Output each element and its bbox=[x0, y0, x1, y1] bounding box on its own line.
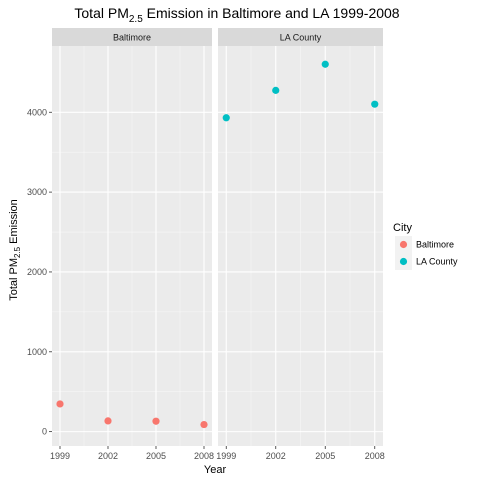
x-tick-label: 2005 bbox=[315, 451, 335, 461]
x-tick-label: 2002 bbox=[266, 451, 286, 461]
data-point bbox=[56, 400, 64, 408]
facet-strip-label: Baltimore bbox=[113, 33, 151, 43]
facet-strip-label: LA County bbox=[280, 33, 322, 43]
x-tick-label: 2002 bbox=[98, 451, 118, 461]
legend-marker bbox=[399, 240, 408, 249]
legend-label: Baltimore bbox=[416, 240, 454, 250]
y-tick-label: 2000 bbox=[27, 267, 47, 277]
y-tick-label: 3000 bbox=[27, 187, 47, 197]
y-axis-title-suffix: Emission bbox=[8, 199, 20, 247]
data-point bbox=[371, 100, 379, 108]
x-tick-label: 2008 bbox=[365, 451, 385, 461]
y-tick-label: 1000 bbox=[27, 347, 47, 357]
x-tick-label: 1999 bbox=[50, 451, 70, 461]
data-point bbox=[321, 60, 329, 68]
legend-label: LA County bbox=[416, 257, 458, 267]
chart-title-subscript: 2.5 bbox=[129, 14, 143, 25]
legend-title: City bbox=[393, 222, 412, 234]
data-point bbox=[272, 86, 280, 94]
y-tick-label: 4000 bbox=[27, 107, 47, 117]
legend-marker bbox=[399, 257, 408, 266]
x-tick-label: 2005 bbox=[146, 451, 166, 461]
legend: City Baltimore LA County bbox=[393, 222, 458, 270]
y-tick-label: 0 bbox=[42, 427, 47, 437]
chart-title-suffix: Emission in Baltimore and LA 1999-2008 bbox=[143, 5, 400, 21]
chart-title: Total PM2.5 Emission in Baltimore and LA… bbox=[74, 5, 399, 25]
facet-strip bbox=[52, 28, 212, 46]
data-point bbox=[222, 114, 230, 122]
y-axis-title-prefix: Total PM bbox=[8, 258, 20, 301]
y-axis-title: Total PM2.5 Emission bbox=[8, 199, 22, 301]
facet-strip bbox=[218, 28, 383, 46]
data-point bbox=[200, 420, 208, 429]
x-tick-label: 1999 bbox=[216, 451, 236, 461]
x-axis-title: Year bbox=[204, 464, 227, 476]
data-point bbox=[104, 417, 112, 425]
x-tick-label: 2008 bbox=[194, 451, 214, 461]
data-point bbox=[152, 417, 160, 425]
chart-title-prefix: Total PM bbox=[74, 5, 128, 21]
y-axis-title-subscript: 2.5 bbox=[13, 246, 22, 258]
